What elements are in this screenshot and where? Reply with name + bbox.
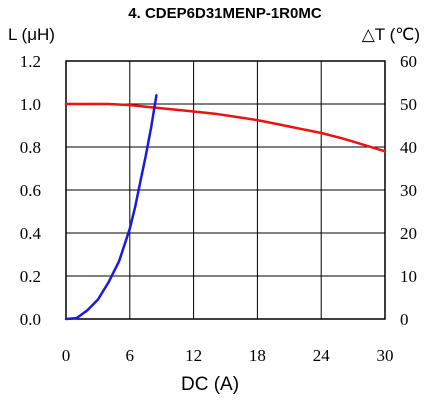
y-right-tick-label: 10: [400, 267, 417, 286]
x-tick-label: 18: [249, 346, 266, 365]
y-left-tick-label: 1.0: [20, 95, 41, 114]
y-right-tick-label: 20: [400, 224, 417, 243]
y-right-tick-labels: 0 10 20 30 40 50 60: [400, 52, 417, 329]
y-right-tick-label: 60: [400, 52, 417, 71]
series-lines: [64, 94, 387, 321]
y-right-tick-label: 40: [400, 138, 417, 157]
grid-lines: [66, 61, 385, 319]
y-left-tick-label: 0.4: [20, 224, 42, 243]
plot-frame: [65, 60, 386, 320]
x-tick-label: 6: [126, 346, 135, 365]
x-tick-label: 30: [377, 346, 394, 365]
x-axis-label: DC (A): [181, 374, 239, 395]
x-tick-label: 0: [62, 346, 71, 365]
chart-title: 4. CDEP6D31MENP-1R0MC: [128, 5, 322, 22]
x-tick-label: 12: [185, 346, 202, 365]
y-left-axis-label: L (μH): [8, 25, 55, 44]
x-tick-labels: 0 6 12 18 24 30: [62, 346, 394, 365]
y-left-tick-label: 0.6: [20, 181, 41, 200]
y-left-tick-label: 0.0: [20, 310, 41, 329]
temperature-rise-curve: [64, 94, 158, 321]
y-right-tick-label: 0: [400, 310, 409, 329]
x-tick-label: 24: [313, 346, 331, 365]
y-left-tick-label: 0.2: [20, 267, 41, 286]
y-right-tick-label: 30: [400, 181, 417, 200]
y-right-tick-label: 50: [400, 95, 417, 114]
inductance-curve: [64, 102, 387, 153]
y-left-tick-label: 0.8: [20, 138, 41, 157]
y-right-axis-label: △T (℃): [362, 25, 420, 44]
y-left-tick-labels: 0.0 0.2 0.4 0.6 0.8 1.0 1.2: [20, 52, 42, 329]
y-left-tick-label: 1.2: [20, 52, 41, 71]
